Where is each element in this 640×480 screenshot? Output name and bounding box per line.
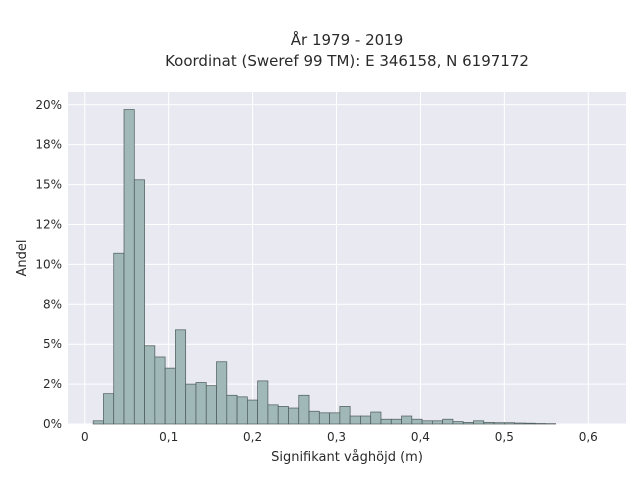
y-tick-label: 20% bbox=[35, 98, 62, 112]
histogram-bars bbox=[92, 109, 557, 425]
histogram-bar bbox=[308, 410, 320, 425]
histogram-bar bbox=[493, 422, 505, 425]
chart-title-line-1: År 1979 - 2019 bbox=[291, 30, 404, 49]
histogram-bar bbox=[236, 396, 248, 425]
histogram-bar bbox=[226, 394, 238, 425]
x-tick-label: 0,1 bbox=[159, 430, 178, 444]
histogram-bar bbox=[432, 420, 444, 425]
histogram-bar bbox=[442, 418, 454, 425]
y-tick-label: 18% bbox=[35, 138, 62, 152]
x-tick-label: 0,6 bbox=[579, 430, 598, 444]
histogram-bar bbox=[205, 385, 217, 425]
histogram-bar bbox=[370, 411, 382, 425]
y-tick-label: 12% bbox=[35, 217, 62, 231]
y-axis-label: Andel bbox=[15, 240, 30, 277]
histogram-bar bbox=[164, 367, 176, 425]
histogram-bar bbox=[421, 420, 433, 425]
histogram-bar bbox=[503, 422, 515, 425]
histogram-bar bbox=[349, 415, 361, 425]
histogram-bar bbox=[483, 422, 495, 425]
y-tick-label: 8% bbox=[43, 297, 62, 311]
x-axis-label: Signifikant våghöjd (m) bbox=[271, 450, 423, 465]
y-tick-label: 2% bbox=[43, 377, 62, 391]
y-tick-label: 5% bbox=[43, 337, 62, 351]
histogram-bar bbox=[277, 406, 289, 425]
histogram-bar bbox=[298, 394, 310, 425]
x-tick-label: 0,4 bbox=[411, 430, 430, 444]
histogram-bar bbox=[411, 418, 423, 425]
x-tick-label: 0 bbox=[81, 430, 89, 444]
histogram-bar bbox=[257, 380, 269, 425]
histogram-bar bbox=[473, 420, 485, 425]
histogram-bar bbox=[360, 415, 372, 425]
histogram-bar bbox=[216, 361, 228, 425]
x-tick-label: 0,2 bbox=[243, 430, 262, 444]
histogram-bar bbox=[123, 109, 135, 425]
histogram-bar bbox=[92, 420, 104, 425]
histogram-bar bbox=[185, 383, 197, 425]
histogram-bar bbox=[154, 356, 166, 425]
y-axis-ticks: 0% 2% 5% 8% 10% 12% 15% 18% 20% bbox=[35, 98, 62, 431]
histogram-bar bbox=[113, 252, 125, 425]
histogram-bar bbox=[514, 422, 526, 425]
chart-title-line-2: Koordinat (Sweref 99 TM): E 346158, N 61… bbox=[165, 52, 529, 70]
histogram-bar bbox=[329, 412, 341, 425]
histogram-bar bbox=[401, 415, 413, 425]
histogram-bar bbox=[318, 412, 330, 425]
histogram-bar bbox=[267, 404, 279, 425]
histogram-bar bbox=[247, 399, 258, 425]
y-tick-label: 15% bbox=[35, 178, 62, 192]
histogram-bar bbox=[103, 393, 115, 425]
x-tick-label: 0,3 bbox=[327, 430, 346, 444]
histogram-bar bbox=[288, 407, 300, 425]
histogram-bar bbox=[144, 345, 156, 425]
histogram-bar bbox=[452, 421, 464, 425]
histogram-bar bbox=[524, 422, 536, 425]
histogram-bar bbox=[175, 329, 187, 425]
histogram-bar bbox=[133, 179, 145, 425]
y-tick-label: 0% bbox=[43, 417, 62, 431]
histogram-bar bbox=[462, 422, 474, 425]
histogram-bar bbox=[195, 382, 207, 425]
histogram-bar bbox=[339, 406, 351, 425]
x-axis-ticks: 0 0,1 0,2 0,3 0,4 0,5 0,6 bbox=[81, 430, 598, 444]
histogram-bar bbox=[380, 418, 392, 425]
y-tick-label: 10% bbox=[35, 257, 62, 271]
histogram-bar bbox=[390, 418, 402, 425]
x-tick-label: 0,5 bbox=[495, 430, 514, 444]
